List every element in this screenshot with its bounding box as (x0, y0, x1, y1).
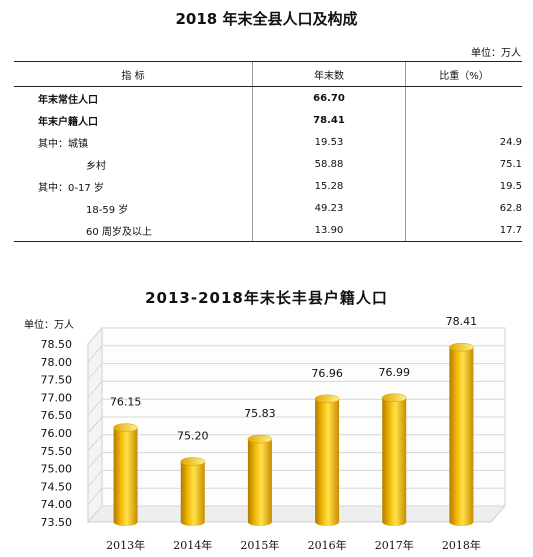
gridline (87, 363, 505, 380)
y-tick-label: 78.50 (41, 338, 73, 351)
header-indicator: 指 标 (14, 61, 253, 87)
row-share: 19.5 (405, 175, 522, 197)
row-value: 58.88 (252, 153, 406, 175)
row-label: 18-59 岁 (86, 204, 129, 216)
row-share: 62.8 (405, 197, 522, 219)
gridline (87, 487, 505, 505)
y-tick-label: 78.00 (41, 356, 73, 369)
header-share: 比重（%） (405, 61, 522, 87)
y-tick-label: 75.50 (41, 445, 73, 458)
bar-top (180, 457, 205, 466)
y-tick-label: 74.50 (41, 480, 73, 493)
table-title: 2018 年末全县人口及构成 (175, 10, 358, 28)
row-value: 15.28 (252, 175, 406, 197)
bar-top (113, 423, 138, 432)
y-tick-label: 77.50 (41, 374, 73, 387)
gridline (87, 505, 505, 523)
y-axis-label: 单位：万人 (24, 318, 74, 331)
row-value: 49.23 (252, 197, 406, 219)
x-tick-label: 2018年 (442, 538, 481, 552)
x-tick-label: 2014年 (173, 538, 212, 552)
row-value: 13.90 (252, 219, 406, 242)
table-row: 其中：城镇 19.53 24.9 (14, 131, 522, 153)
gridline (87, 469, 505, 487)
bar (315, 398, 340, 526)
x-tick-label: 2017年 (375, 538, 414, 552)
table-row: 其中：0-17 岁 15.28 19.5 (14, 175, 522, 197)
table-row: 年末户籍人口 78.41 (14, 109, 522, 131)
chart-title: 2013-2018年末长丰县户籍人口 (145, 289, 388, 307)
row-label: 乡村 (86, 160, 106, 172)
bar (382, 397, 407, 526)
row-value: 66.70 (252, 86, 406, 109)
bar (113, 427, 138, 526)
bar-top (314, 394, 340, 404)
row-share (405, 109, 522, 131)
x-tick-label: 2013年 (106, 538, 145, 552)
table-row: 乡村 58.88 75.1 (14, 153, 522, 175)
table-row: 60 周岁及以上 13.90 17.7 (14, 219, 522, 242)
row-value: 78.41 (252, 109, 406, 131)
row-label: 其中：城镇 (38, 138, 88, 150)
header-year-end: 年末数 (252, 61, 406, 87)
row-label: 年末常住人口 (38, 94, 98, 106)
row-share: 17.7 (405, 219, 522, 242)
gridline (87, 452, 505, 469)
row-label: 年末户籍人口 (38, 116, 98, 128)
data-label: 75.20 (177, 429, 209, 442)
chart-floor (86, 505, 507, 523)
y-tick-label: 77.00 (41, 391, 73, 404)
data-label: 76.99 (379, 366, 411, 379)
data-label: 76.96 (311, 367, 343, 380)
row-share: 24.9 (405, 131, 522, 153)
x-tick-label: 2015年 (240, 538, 279, 552)
row-label: 60 周岁及以上 (14, 219, 253, 242)
data-label: 75.83 (244, 407, 276, 420)
gridline (87, 416, 505, 434)
gridline (87, 327, 505, 345)
bar-top (247, 434, 273, 444)
y-tick-label: 76.50 (41, 409, 73, 422)
table-unit: 单位：万人 (471, 48, 521, 59)
population-table: 指 标 年末数 比重（%） 年末常住人口 66.70 年末户籍人口 78.41 其中：城… (14, 61, 522, 242)
data-label: 78.41 (446, 315, 478, 328)
x-tick-label: 2016年 (308, 538, 347, 552)
bar-top (382, 393, 407, 403)
row-value: 19.53 (252, 131, 406, 153)
y-tick-label: 76.00 (41, 427, 73, 440)
gridline (87, 434, 505, 452)
bar (449, 347, 474, 526)
y-tick-label: 73.50 (41, 516, 73, 529)
y-tick-label: 74.00 (41, 498, 73, 511)
gridline (87, 380, 505, 398)
gridline (87, 345, 505, 363)
table-row: 年末常住人口 66.70 (14, 86, 522, 109)
gridline (87, 398, 505, 416)
y-tick-label: 75.00 (41, 463, 73, 476)
row-label: 其中：0-17 岁 (38, 182, 104, 194)
bar (247, 439, 272, 526)
data-label: 76.15 (110, 396, 142, 409)
table-header-row: 指 标 年末数 比重（%） (14, 61, 522, 87)
bar (180, 461, 205, 526)
bar-top (449, 342, 474, 352)
row-share: 75.1 (405, 153, 522, 175)
row-share (405, 86, 522, 109)
table-row: 18-59 岁 49.23 62.8 (14, 197, 522, 219)
